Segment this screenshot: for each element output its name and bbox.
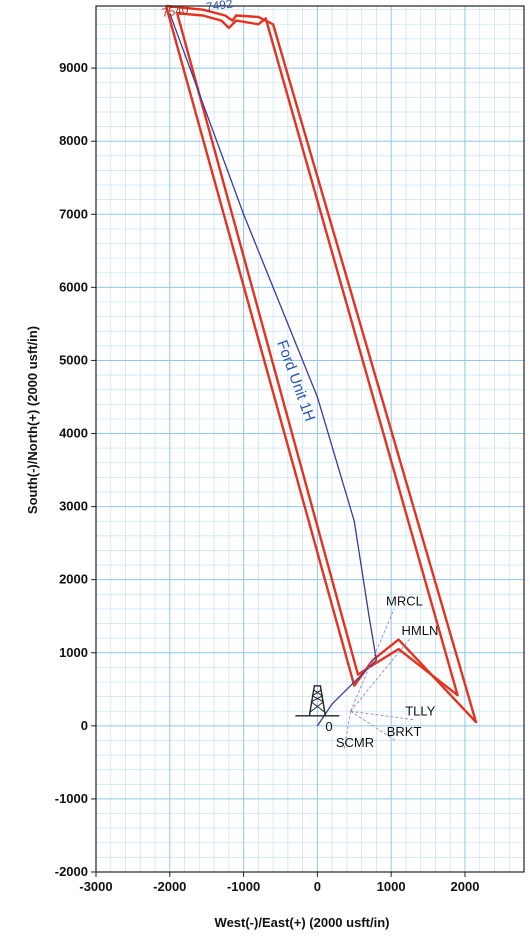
formation-label-brkt: BRKT — [387, 724, 422, 739]
y-tick-label: 3000 — [59, 499, 88, 514]
y-tick-label: 8000 — [59, 133, 88, 148]
rig-frame — [308, 685, 327, 716]
y-tick-label: 0 — [81, 718, 88, 733]
y-tick-label: 1000 — [59, 645, 88, 660]
y-tick-label: 2000 — [59, 572, 88, 587]
drilling-rig-icon: 0 — [295, 685, 340, 734]
lease-boundaries — [164, 4, 478, 727]
x-axis-ticks: -3000 -2000 -1000 0 1000 2000 — [79, 872, 479, 894]
surface-location-label: 0 — [325, 719, 332, 734]
rig-brace — [310, 689, 325, 713]
wellpath-line — [169, 13, 378, 727]
y-tick-label: 4000 — [59, 426, 88, 441]
x-tick-label: 1000 — [377, 879, 406, 894]
x-tick-label: -3000 — [79, 879, 112, 894]
formation-line — [343, 711, 352, 752]
grid-minor — [96, 6, 525, 872]
y-axis-title: South(-)/North(+) (2000 usft/in) — [25, 326, 40, 514]
y-tick-label: 5000 — [59, 352, 88, 367]
y-tick-label: -1000 — [55, 791, 88, 806]
x-tick-label: -2000 — [153, 879, 186, 894]
x-tick-label: -1000 — [227, 879, 260, 894]
formation-line — [350, 710, 395, 741]
formation-label-hmln: HMLN — [402, 623, 439, 638]
y-tick-label: 9000 — [59, 60, 88, 75]
plot-frame — [95, 5, 525, 873]
x-axis-title: West(-)/East(+) (2000 usft/in) — [215, 915, 390, 930]
lease-boundary-2 — [164, 4, 478, 724]
md-label: 7492 — [205, 0, 234, 14]
formation-line — [350, 710, 414, 721]
formation-label-tlly: TLLY — [405, 704, 435, 719]
grid-major — [95, 6, 524, 873]
y-axis-ticks: -2000 -1000 0 1000 2000 3000 4000 5000 6000 7000 8… — [55, 60, 96, 879]
y-tick-label: -2000 — [55, 864, 88, 879]
md-label: 7540 — [161, 2, 190, 20]
x-tick-label: 0 — [314, 879, 321, 894]
formation-line — [350, 638, 410, 712]
formation-label-mrcl: MRCL — [386, 593, 423, 608]
formation-lines — [343, 609, 414, 752]
formation-label-scmr: SCMR — [336, 735, 374, 750]
x-tick-label: 2000 — [451, 879, 480, 894]
y-tick-label: 6000 — [59, 279, 88, 294]
formation-line — [350, 609, 395, 712]
y-tick-label: 7000 — [59, 206, 88, 221]
